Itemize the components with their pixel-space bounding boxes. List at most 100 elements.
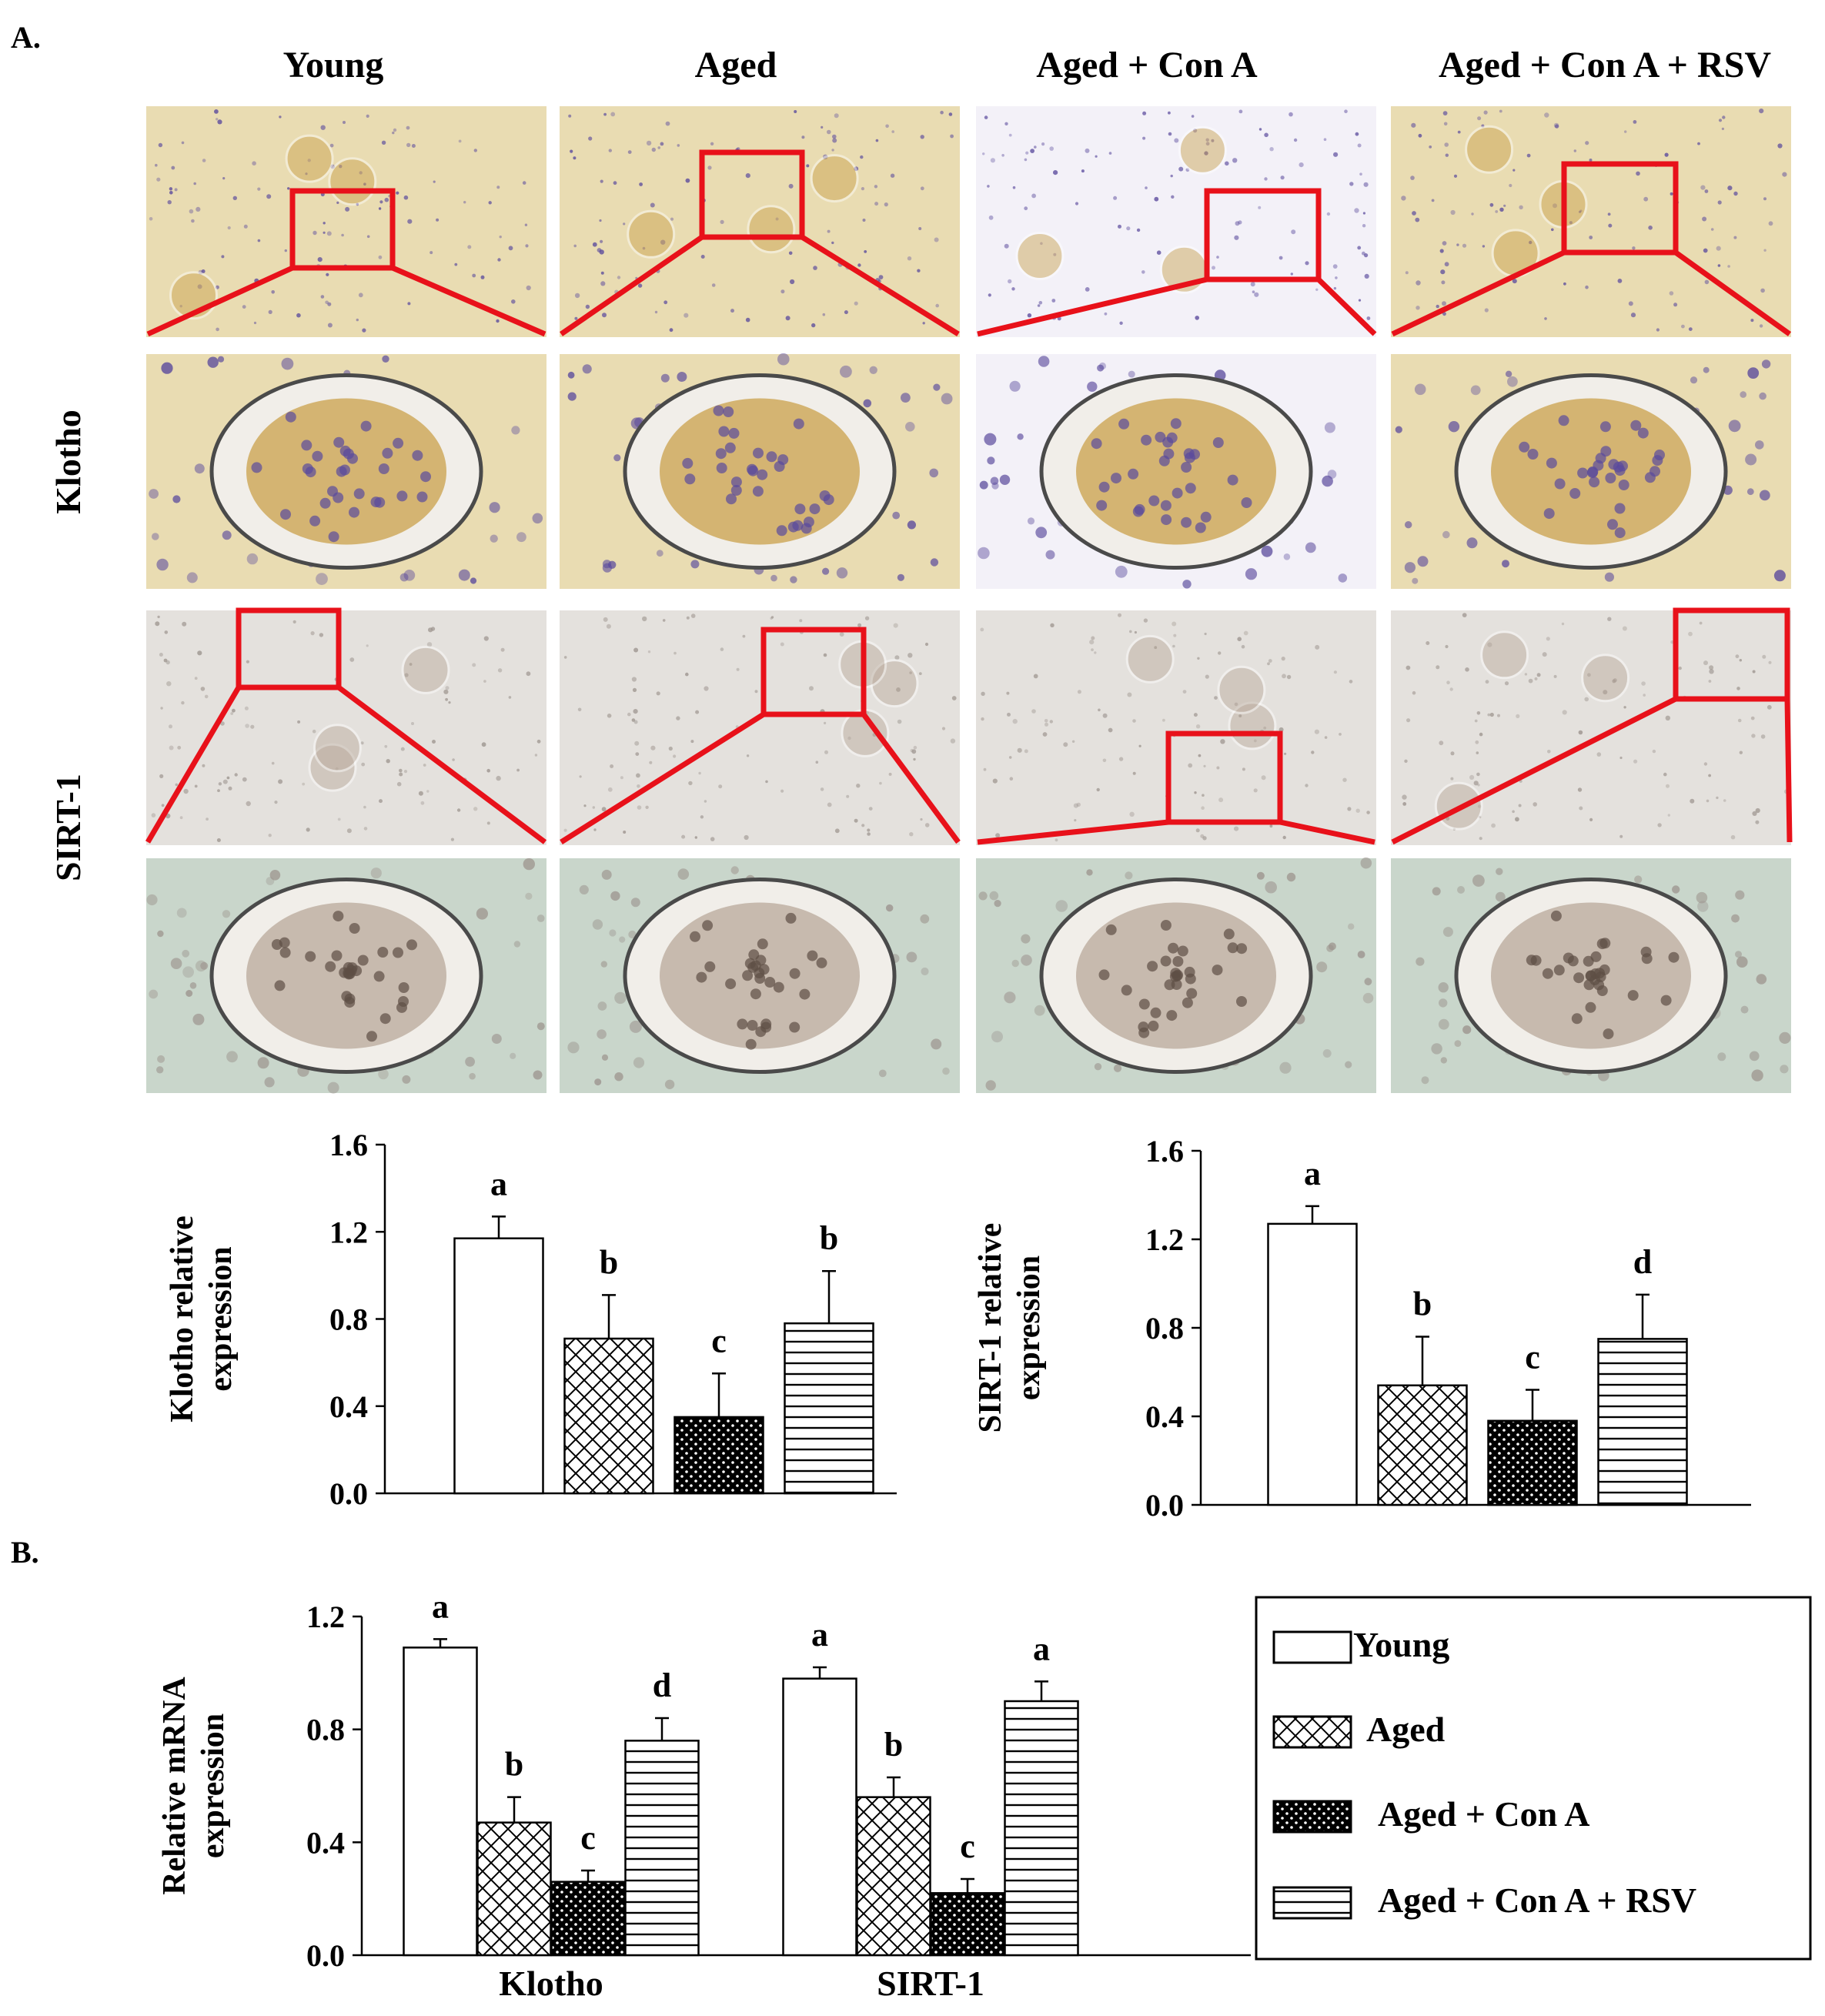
tissue-cell xyxy=(707,165,712,170)
glomerulus-nucleus xyxy=(696,971,707,983)
glomerulus-nucleus xyxy=(374,496,386,508)
mrna-bar xyxy=(403,1647,478,1957)
tissue-cell xyxy=(1426,641,1430,645)
tissue-cell xyxy=(981,691,985,696)
glomerulus-nucleus xyxy=(1141,434,1152,446)
glomerulus-nucleus xyxy=(1200,511,1212,523)
tissue-cell xyxy=(152,533,159,540)
tissue-cell xyxy=(567,392,577,401)
tissue-cell xyxy=(1168,111,1171,115)
mrna-bar xyxy=(856,1796,931,1957)
tissue-cell xyxy=(196,206,201,212)
tissue-cell xyxy=(523,858,535,871)
tissue-cell xyxy=(432,740,436,744)
tissue-cell xyxy=(411,144,416,148)
tissue-cell xyxy=(942,1067,950,1075)
glomerulus xyxy=(1076,398,1276,545)
tissue-cell xyxy=(443,689,449,694)
tissue-cell xyxy=(1264,177,1268,181)
tissue-cell xyxy=(411,722,414,725)
tissue-cell xyxy=(305,172,308,176)
tissue-cell xyxy=(600,179,603,183)
tissue-cell xyxy=(1672,885,1680,894)
mrna-bar xyxy=(550,1881,626,1957)
tissue-cell xyxy=(186,990,193,997)
tissue-cell xyxy=(1439,741,1444,746)
tissue-cell xyxy=(1299,162,1304,168)
tissue-cell xyxy=(806,164,810,168)
tissue-cell xyxy=(992,778,998,784)
tissue-cell xyxy=(1339,733,1342,736)
tissue-cell xyxy=(266,194,272,199)
tissue-cell xyxy=(1452,827,1456,831)
tissue-cell xyxy=(317,257,323,262)
glomerulus-nucleus xyxy=(1630,420,1642,431)
tissue-cell xyxy=(1641,681,1646,686)
tissue-cell xyxy=(573,156,577,160)
tissue-cell xyxy=(861,187,864,191)
tissue-cell xyxy=(700,255,705,259)
klotho-chart-significance-label: b xyxy=(600,1243,618,1281)
tissue-cell xyxy=(200,961,209,970)
tissue-cell xyxy=(632,687,637,693)
tissue-cell xyxy=(813,266,817,270)
tissue-cell xyxy=(1456,243,1459,246)
tissue-cell xyxy=(1750,319,1754,323)
tissue-cell xyxy=(1104,312,1108,316)
tissue-cell xyxy=(854,301,858,306)
tissue-cell xyxy=(1752,811,1757,816)
glomerulus xyxy=(1228,701,1277,751)
tissue-cell xyxy=(1509,183,1512,188)
klotho-chart-significance-label: a xyxy=(490,1165,507,1202)
tissue-cell xyxy=(1733,236,1737,239)
tissue-cell xyxy=(1515,817,1519,822)
klotho-chart-y-tick-label: 0.0 xyxy=(329,1476,368,1511)
tissue-cell xyxy=(157,930,164,938)
tissue-cell xyxy=(1282,835,1286,840)
tissue-cell xyxy=(1195,724,1201,729)
glomerulus-nucleus xyxy=(1096,500,1108,511)
glomerulus-nucleus xyxy=(792,520,804,531)
tissue-cell xyxy=(323,231,326,234)
tissue-cell xyxy=(633,709,638,714)
tissue-cell xyxy=(1033,674,1038,679)
tissue-cell xyxy=(1194,791,1197,794)
tissue-cell xyxy=(847,736,851,741)
glomerulus-nucleus xyxy=(764,977,776,988)
tissue-cell xyxy=(1759,392,1767,400)
tissue-cell xyxy=(917,269,921,272)
glomerulus-nucleus xyxy=(279,937,290,948)
tissue-cell xyxy=(619,936,626,943)
legend-swatch xyxy=(1272,1886,1352,1920)
tissue-cell xyxy=(1755,820,1760,824)
tissue-cell xyxy=(426,790,430,793)
tissue-cell xyxy=(1634,875,1643,884)
glomerulus-nucleus xyxy=(420,471,431,483)
tissue-cell xyxy=(1737,718,1742,723)
tissue-cell xyxy=(384,744,388,748)
glomerulus-nucleus xyxy=(682,457,694,469)
glomerulus-nucleus xyxy=(718,426,730,437)
tissue-cell xyxy=(979,480,988,490)
tissue-cell xyxy=(516,532,526,543)
tissue-cell xyxy=(1258,128,1262,131)
tissue-cell xyxy=(608,149,612,152)
tissue-cell xyxy=(1314,729,1319,734)
tissue-cell xyxy=(1218,651,1222,655)
tissue-cell xyxy=(988,215,994,220)
tissue-cell xyxy=(292,620,296,624)
tissue-cell xyxy=(169,187,173,191)
tissue-cell xyxy=(823,154,828,159)
glomerulus-nucleus xyxy=(723,406,734,417)
tissue-cell xyxy=(1113,196,1118,200)
tissue-cell xyxy=(1657,823,1662,827)
tissue-cell xyxy=(1499,109,1502,113)
glomerulus-nucleus xyxy=(333,911,344,922)
tissue-cell xyxy=(1182,580,1192,589)
glomerulus-nucleus xyxy=(1236,943,1248,955)
tissue-cell xyxy=(1211,139,1215,142)
tissue-cell xyxy=(1305,261,1309,266)
tissue-cell xyxy=(1444,262,1449,267)
glomerulus-nucleus xyxy=(742,970,754,981)
tissue-cell xyxy=(1496,868,1503,875)
